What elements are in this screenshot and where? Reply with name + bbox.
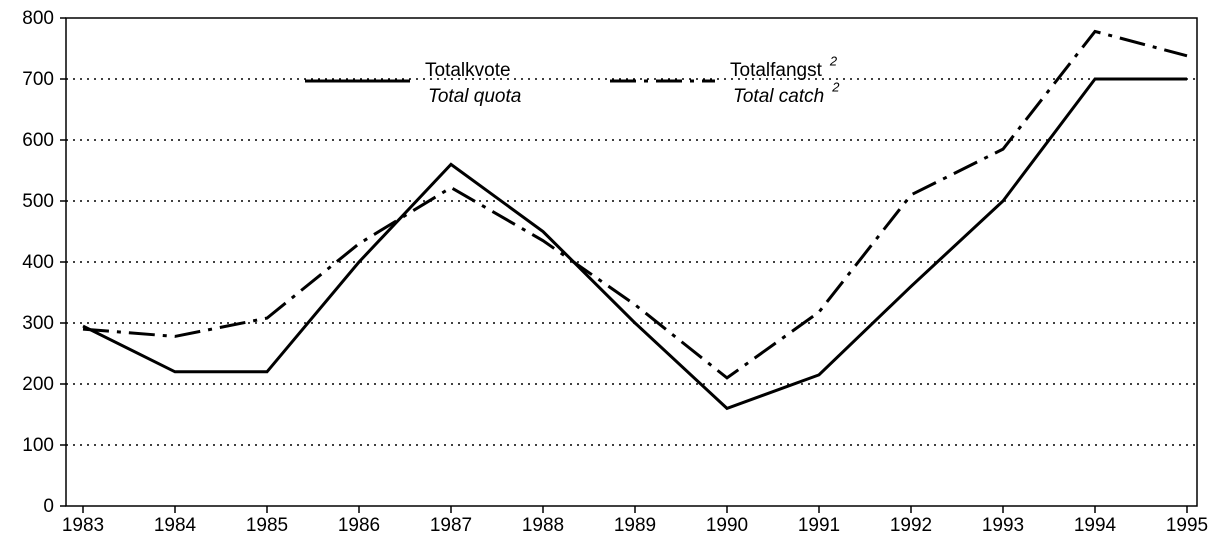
y-tick-label: 600 (22, 130, 54, 151)
y-tick-label: 700 (22, 69, 54, 90)
y-tick-label: 200 (22, 374, 54, 395)
legend-label-en: Total quota (428, 86, 521, 107)
y-tick-label: 500 (22, 191, 54, 212)
legend-label-en: Total catch (733, 86, 824, 107)
x-tick-label: 1994 (1074, 515, 1117, 536)
y-tick-label: 100 (22, 435, 54, 456)
x-tick-label: 1984 (154, 515, 197, 536)
x-tick-label: 1989 (614, 515, 656, 536)
legend-label: Totalkvote (425, 60, 511, 81)
x-tick-label: 1993 (982, 515, 1024, 536)
x-tick-label: 1983 (62, 515, 104, 536)
x-tick-label: 1985 (246, 515, 288, 536)
x-tick-label: 1991 (798, 515, 840, 536)
y-tick-label: 800 (22, 8, 54, 29)
y-tick-label: 300 (22, 313, 54, 334)
x-tick-label: 1988 (522, 515, 564, 536)
x-tick-label: 1995 (1166, 515, 1208, 536)
y-tick-label: 400 (22, 252, 54, 273)
legend-footnote: 2 (831, 79, 840, 94)
plot-frame (65, 17, 1198, 507)
x-tick-label: 1992 (890, 515, 932, 536)
legend-footnote: 2 (829, 53, 838, 68)
x-tick-label: 1987 (430, 515, 472, 536)
x-tick-label: 1990 (706, 515, 748, 536)
legend-label: Totalfangst (730, 60, 823, 81)
x-tick-label: 1986 (338, 515, 380, 536)
data-line (82, 77, 1187, 411)
data-line (82, 29, 1188, 380)
y-tick-label: 0 (43, 496, 54, 517)
